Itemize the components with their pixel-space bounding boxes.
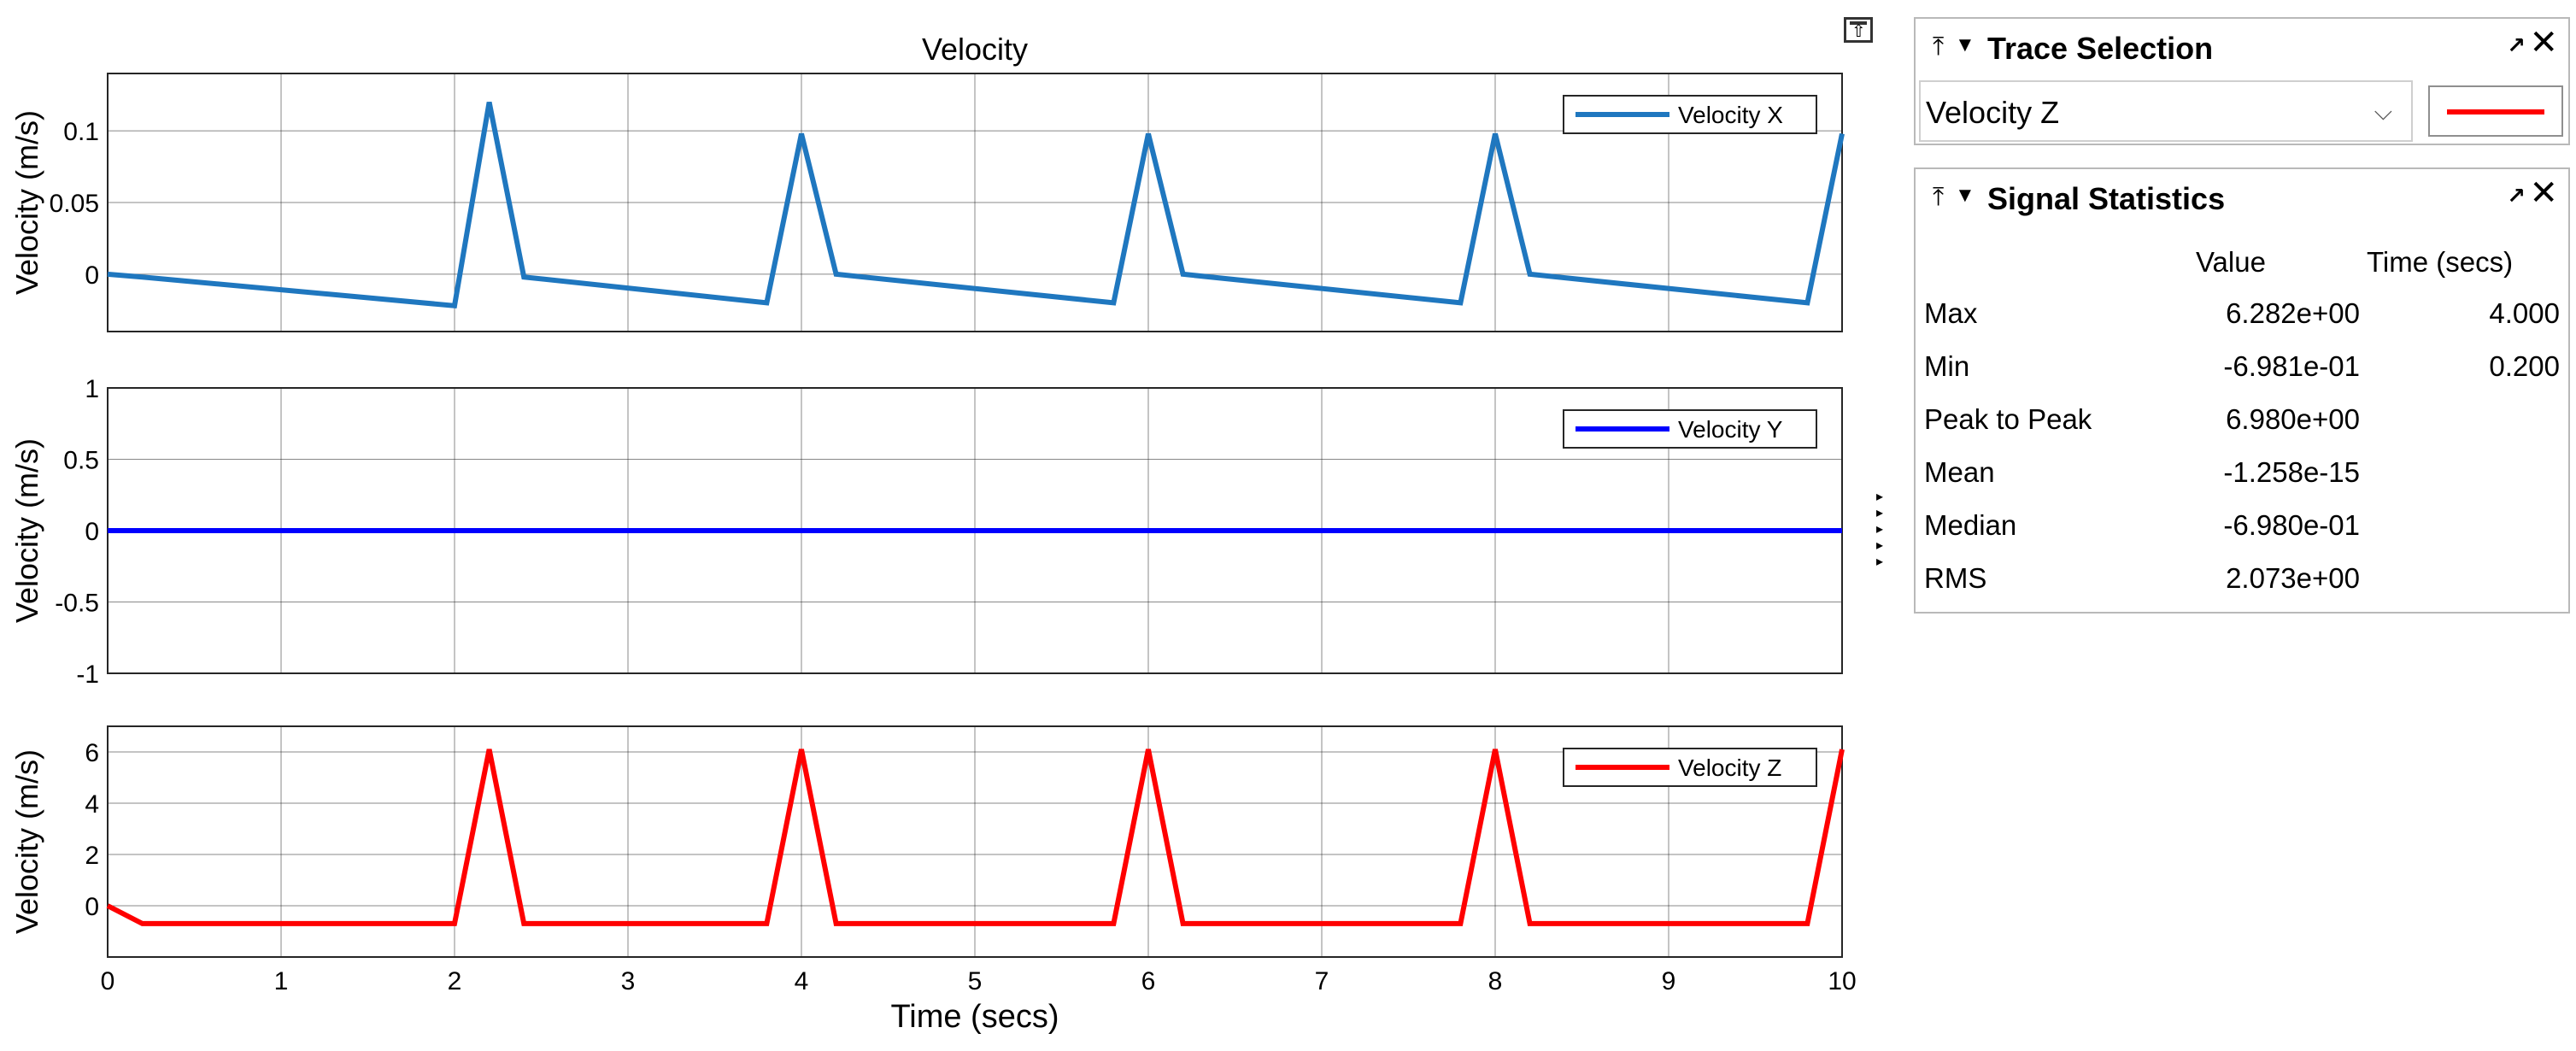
stat-value: 6.980e+00 — [2226, 403, 2360, 435]
collapse-caret-icon[interactable]: ▼ — [1955, 184, 1975, 207]
play-icon[interactable]: ▸ — [1876, 538, 1884, 553]
legend[interactable]: Velocity X — [1563, 95, 1817, 134]
stat-value: 2.073e+00 — [2226, 562, 2360, 594]
x-tick-label: 4 — [795, 967, 809, 995]
legend-box — [1563, 95, 1817, 134]
y-tick-label: 4 — [85, 790, 99, 819]
x-axis-label: Time (secs) — [890, 999, 1059, 1035]
y-tick-label: 6 — [85, 739, 99, 767]
trace-selection-panel: ⤒ ▼ Trace Selection ↗ ✕ Velocity Z ⌵ — [1914, 17, 2570, 145]
legend-label: Velocity Z — [1678, 754, 1781, 781]
legend[interactable]: Velocity Y — [1563, 409, 1817, 449]
trace-selection-title: Trace Selection — [1987, 31, 2214, 66]
close-icon[interactable]: ✕ — [2529, 24, 2558, 62]
trace-color-button[interactable] — [2428, 85, 2563, 137]
series-line-velocity-x[interactable] — [107, 102, 1845, 309]
play-icon[interactable]: ▸ — [1876, 506, 1884, 520]
y-axis-label: Velocity (m/s) — [9, 438, 44, 623]
collapse-caret-icon[interactable]: ▼ — [1955, 33, 1975, 56]
signal-statistics-header: ⤒ ▼ Signal Statistics ↗ ✕ — [1916, 169, 2568, 229]
trace-select-value: Velocity Z — [1926, 95, 2060, 130]
x-tick-label: 0 — [101, 967, 115, 995]
y-axis-label: Velocity (m/s) — [9, 749, 44, 934]
stat-label: Mean — [1924, 456, 1995, 488]
x-tick-label: 9 — [1662, 967, 1676, 995]
velocity-y-axes[interactable]: -1 -0.5 0 0.5 1 Velocity (m/s) Velocity Y — [9, 375, 1843, 689]
axes-frame — [107, 73, 1843, 332]
legend[interactable]: Velocity Z — [1563, 748, 1817, 787]
y-tick-label: 0.05 — [50, 190, 99, 218]
stat-time[interactable]: 4.000 — [2489, 297, 2560, 329]
x-tick-label: 10 — [1828, 967, 1856, 995]
x-tick-label: 3 — [621, 967, 636, 995]
velocity-x-axes[interactable]: 0 0.05 0.1 Velocity (m/s) Velocity X — [9, 73, 1845, 332]
y-tick-label: -1 — [76, 661, 99, 689]
trace-color-swatch — [2447, 109, 2544, 114]
y-tick-label: -0.5 — [55, 590, 99, 618]
stat-value: 6.282e+00 — [2226, 297, 2360, 329]
restore-arrow-icon: ⇧ — [1851, 22, 1866, 41]
y-tick-label: 0.1 — [63, 118, 99, 146]
axes-frame — [107, 725, 1843, 958]
signal-statistics-panel: ⤒ ▼ Signal Statistics ↗ ✕ Value Time (se… — [1914, 167, 2570, 614]
stat-value: -6.981e-01 — [2223, 350, 2360, 382]
y-tick-label: 1 — [85, 375, 99, 403]
x-tick-label: 8 — [1488, 967, 1503, 995]
stat-label: Max — [1924, 297, 1978, 329]
restore-layout-button[interactable]: ⇧ — [1844, 17, 1873, 43]
stat-label: Peak to Peak — [1924, 403, 2092, 435]
undock-icon[interactable]: ↗ — [2507, 183, 2526, 208]
x-tick-label: 1 — [274, 967, 289, 995]
scroll-markers: ▸ ▸ ▸ ▸ ▸ — [1876, 489, 1895, 570]
stat-time[interactable]: 0.200 — [2489, 350, 2560, 382]
stat-label: Min — [1924, 350, 1970, 382]
y-tick-label: 2 — [85, 842, 99, 870]
chevron-down-icon: ⌵ — [2374, 98, 2392, 125]
pin-icon[interactable]: ⤒ — [1933, 183, 1945, 211]
stat-label: Median — [1924, 509, 2017, 541]
x-tick-label: 2 — [448, 967, 462, 995]
time-column-header: Time (secs) — [2367, 246, 2514, 278]
pin-icon[interactable]: ⤒ — [1933, 32, 1945, 61]
x-tick-label: 6 — [1141, 967, 1156, 995]
y-tick-label: 0 — [85, 893, 99, 921]
close-icon[interactable]: ✕ — [2529, 174, 2558, 212]
play-icon[interactable]: ▸ — [1876, 522, 1884, 537]
y-axis-label: Velocity (m/s) — [9, 110, 44, 295]
y-tick-label: 0 — [85, 518, 99, 546]
trace-selection-header: ⤒ ▼ Trace Selection ↗ ✕ — [1916, 19, 2568, 79]
x-tick-label: 7 — [1315, 967, 1329, 995]
legend-label: Velocity Y — [1678, 416, 1783, 443]
play-icon[interactable]: ▸ — [1876, 490, 1884, 504]
undock-icon[interactable]: ↗ — [2507, 32, 2526, 58]
velocity-figure: Velocity 0 0.05 0.1 Velocity (m/s) Velocity … — [9, 32, 1857, 1035]
series-line-velocity-z[interactable] — [106, 749, 1845, 926]
x-tick-label: 5 — [968, 967, 983, 995]
legend-label: Velocity X — [1678, 102, 1783, 128]
stat-value: -6.980e-01 — [2223, 509, 2360, 541]
y-tick-label: 0.5 — [63, 447, 99, 475]
play-icon[interactable]: ▸ — [1876, 555, 1884, 569]
y-tick-label: 0 — [85, 261, 99, 290]
value-column-header: Value — [2196, 246, 2266, 278]
trace-select-dropdown[interactable]: Velocity Z ⌵ — [1919, 80, 2413, 142]
signal-statistics-title: Signal Statistics — [1987, 181, 2226, 216]
stat-value: -1.258e-15 — [2223, 456, 2360, 488]
stat-label: RMS — [1924, 562, 1987, 594]
velocity-z-axes[interactable]: 0 2 4 6 Velocity (m/s) 0 1 2 3 4 5 6 7 8 9 10 Velocity Z — [9, 725, 1857, 995]
figure-title: Velocity — [922, 32, 1028, 67]
